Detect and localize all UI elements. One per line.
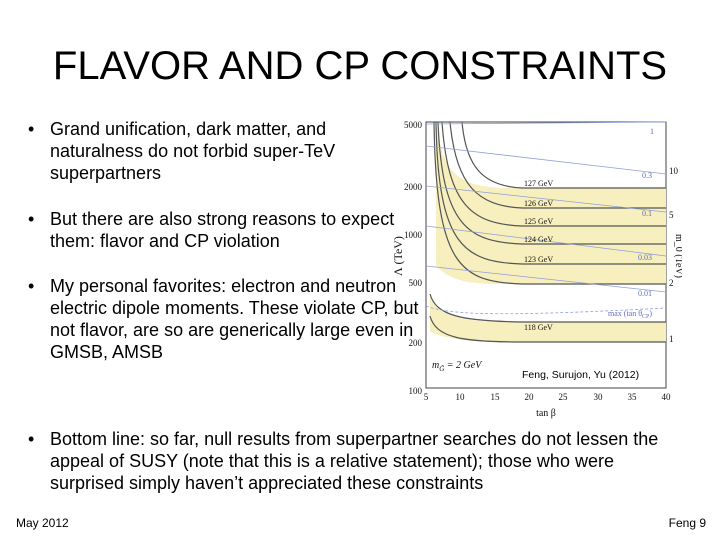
y-left-tick: 200 [409, 338, 423, 348]
x-tick: 5 [424, 392, 429, 402]
y-left-tick: 1000 [404, 230, 423, 240]
contour-125 [441, 121, 666, 227]
phase-line [425, 185, 667, 213]
band-label: 125 GeV [524, 217, 553, 226]
y-right-tick: 1 [669, 334, 674, 344]
max-cp-line [425, 305, 667, 315]
band-label: 118 GeV [524, 323, 553, 332]
contour-124 [437, 121, 666, 245]
phase-label: 0.1 [642, 209, 652, 218]
x-tick: 35 [628, 392, 638, 402]
y-left-tick: 100 [409, 386, 423, 396]
band-label: 123 GeV [524, 255, 553, 264]
bullet-item: • But there are also strong reasons to e… [20, 208, 420, 252]
bullet-marker: • [28, 276, 35, 296]
phase-line [425, 265, 667, 293]
contour-127 [461, 121, 666, 189]
contour-upper-edge [433, 121, 666, 285]
higgs-band-lower [430, 296, 666, 342]
contour-118 [429, 293, 666, 323]
phase-label: 0.03 [638, 253, 652, 262]
bullet-item: • Bottom line: so far, null results from… [20, 428, 690, 494]
y-left-tick: 5000 [404, 120, 423, 130]
y-left-tick: 2000 [404, 182, 423, 192]
bullet-text: Bottom line: so far, null results from s… [50, 429, 659, 493]
contour-123 [435, 121, 666, 265]
band-label: 124 GeV [524, 235, 553, 244]
y-right-tick: 5 [669, 210, 674, 220]
x-label: tan β [536, 408, 556, 419]
x-tick: 40 [662, 392, 672, 402]
bullet-marker: • [28, 119, 35, 139]
band-label: 127 GeV [524, 179, 553, 188]
phase-line [425, 145, 667, 175]
slide-title: FLAVOR AND CP CONSTRAINTS [52, 44, 668, 88]
bullet-text: But there are also strong reasons to exp… [50, 209, 395, 251]
y-right-tick: 10 [669, 166, 679, 176]
y-right-label: m_0 (TeV) [673, 234, 682, 278]
phase-line [425, 121, 667, 125]
x-tick: 15 [491, 392, 501, 402]
bullet-text: Grand unification, dark matter, and natu… [50, 119, 336, 183]
higgs-mass-figure: Λ (TeV) 5000 2000 1000 500 200 100 [392, 116, 682, 422]
bullet-marker: • [28, 429, 35, 449]
figure-citation: Feng, Surujon, Yu (2012) [522, 369, 639, 381]
max-cp-label: max (tan θCP) [608, 309, 652, 320]
x-tick: 10 [456, 392, 466, 402]
x-tick: 20 [525, 392, 535, 402]
x-tick: 25 [559, 392, 569, 402]
bottom-line: • Bottom line: so far, null results from… [20, 428, 690, 494]
phase-label: 0.3 [642, 171, 652, 180]
footer-page: Feng 9 [668, 516, 706, 530]
y-left-label: Λ (TeV) [392, 236, 405, 276]
phase-line [425, 225, 667, 257]
y-right-tick: 2 [669, 278, 674, 288]
bullet-text: My personal favorites: electron and neut… [50, 276, 419, 362]
x-tick: 30 [594, 392, 604, 402]
contour-118-lower [429, 315, 666, 343]
bullet-item: • My personal favorites: electron and ne… [20, 275, 430, 363]
gravitino-mass-annotation: mG̃ = 2 GeV [432, 360, 483, 373]
band-label: 126 GeV [524, 199, 553, 208]
phase-label: 1 [650, 127, 654, 136]
bullet-item: • Grand unification, dark matter, and na… [20, 118, 420, 184]
bullet-marker: • [28, 209, 35, 229]
footer-date: May 2012 [16, 516, 69, 530]
y-left-tick: 500 [409, 278, 423, 288]
phase-label: 0.01 [638, 289, 652, 298]
